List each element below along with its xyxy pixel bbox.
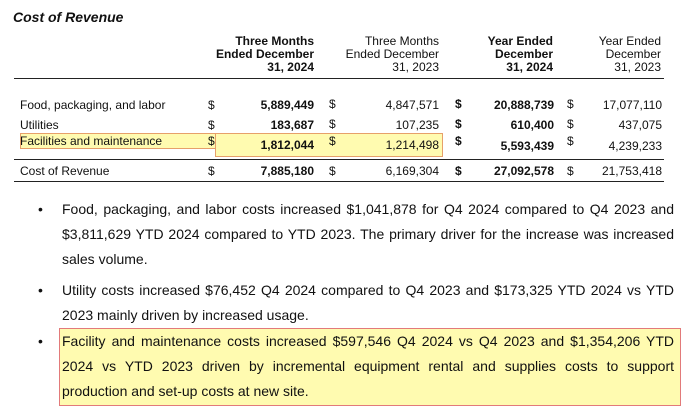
cell-value: 1,214,498 <box>385 138 439 152</box>
cell-value: 107,235 <box>395 118 439 132</box>
list-item: • Facility and maintenance costs increas… <box>38 329 674 404</box>
cell-value: 5,889,449 <box>260 98 314 112</box>
cell-value: 1,812,044 <box>260 138 314 152</box>
row-label: Cost of Revenue <box>20 164 110 178</box>
cell-value: 21,753,418 <box>601 164 662 178</box>
header-divider <box>14 78 664 79</box>
row-label: Facilities and maintenance <box>20 134 163 148</box>
bullet-icon: • <box>38 282 43 298</box>
bullet-text: Facility and maintenance costs increased… <box>62 333 674 399</box>
cell-value: 7,885,180 <box>260 164 314 178</box>
dollar-sign: $ <box>329 97 336 111</box>
highlight-facilities-values <box>215 133 443 157</box>
bullet-text: Food, packaging, and labor costs increas… <box>62 201 674 267</box>
dollar-sign: $ <box>329 134 336 148</box>
cell-value: 20,888,739 <box>493 98 554 112</box>
commentary-list: • Food, packaging, and labor costs incre… <box>38 197 674 399</box>
total-divider <box>14 159 664 160</box>
column-header-ytd-2023: Year Ended December 31, 2023 <box>598 34 661 74</box>
list-item: • Food, packaging, and labor costs incre… <box>38 197 674 272</box>
dollar-sign: $ <box>567 134 574 148</box>
dollar-sign: $ <box>208 98 215 112</box>
row-label: Food, packaging, and labor <box>20 98 166 112</box>
dollar-sign: $ <box>567 97 574 111</box>
cell-value: 437,075 <box>618 118 662 132</box>
dollar-sign: $ <box>455 97 462 111</box>
dollar-sign: $ <box>567 117 574 131</box>
dollar-sign: $ <box>455 134 462 148</box>
column-header-q4-2023: Three Months Ended December 31, 2023 <box>345 34 439 74</box>
cell-value: 610,400 <box>510 118 554 132</box>
dollar-sign: $ <box>329 117 336 131</box>
row-label: Utilities <box>20 118 59 132</box>
bottom-divider <box>14 181 664 182</box>
cell-value: 4,239,233 <box>608 139 662 153</box>
section-title: Cost of Revenue <box>13 9 124 25</box>
column-header-ytd-2024: Year Ended December 31, 2024 <box>487 34 553 74</box>
bullet-icon: • <box>38 201 43 217</box>
list-item: • Utility costs increased $76,452 Q4 202… <box>38 278 674 328</box>
dollar-sign: $ <box>455 164 462 178</box>
highlight-facility-paragraph <box>59 328 681 406</box>
dollar-sign: $ <box>208 134 215 148</box>
dollar-sign: $ <box>329 164 336 178</box>
dollar-sign: $ <box>567 164 574 178</box>
bullet-icon: • <box>38 333 43 349</box>
cell-value: 17,077,110 <box>602 98 662 112</box>
dollar-sign: $ <box>208 118 215 132</box>
cell-value: 4,847,571 <box>385 98 439 112</box>
bullet-text: Utility costs increased $76,452 Q4 2024 … <box>62 282 674 323</box>
cell-value: 5,593,439 <box>500 139 554 153</box>
dollar-sign: $ <box>208 164 215 178</box>
cell-value: 27,092,578 <box>493 164 554 178</box>
cell-value: 183,687 <box>270 118 314 132</box>
cell-value: 6,169,304 <box>385 164 439 178</box>
dollar-sign: $ <box>455 117 462 131</box>
column-header-q4-2024: Three Months Ended December 31, 2024 <box>215 34 314 74</box>
